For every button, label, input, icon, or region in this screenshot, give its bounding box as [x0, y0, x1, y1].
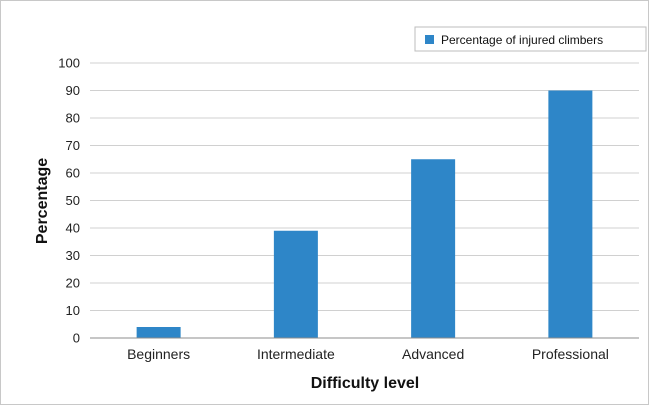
x-tick-label: Professional: [532, 346, 609, 362]
bar-advanced: [411, 159, 456, 338]
legend-swatch: [425, 35, 434, 44]
legend-label: Percentage of injured climbers: [441, 33, 603, 47]
x-tick-label: Beginners: [127, 346, 190, 362]
y-tick-label: 100: [58, 56, 80, 71]
y-tick-label: 60: [66, 166, 80, 181]
y-tick-label: 10: [66, 303, 80, 318]
x-axis-ticks: Beginners Intermediate Advanced Professiona…: [127, 346, 609, 362]
y-tick-label: 50: [66, 193, 80, 208]
y-axis-title: Percentage: [34, 158, 51, 244]
bar-intermediate: [273, 230, 318, 338]
legend: Percentage of injured climbers: [414, 26, 647, 52]
y-tick-label: 90: [66, 83, 80, 98]
y-tick-label: 80: [66, 111, 80, 126]
x-tick-label: Advanced: [402, 346, 464, 362]
legend-box: [414, 26, 647, 52]
y-tick-label: 30: [66, 248, 80, 263]
y-tick-label: 20: [66, 276, 80, 291]
x-axis-title: Difficulty level: [311, 375, 419, 392]
gridlines: [90, 62, 639, 311]
y-axis-ticks: 0 10 20 30 40 50 60 70 80 90 100: [58, 56, 80, 346]
y-tick-label: 70: [66, 138, 80, 153]
bar-professional: [548, 90, 593, 338]
bar-beginners: [136, 327, 181, 338]
bars: [136, 90, 593, 338]
y-tick-label: 40: [66, 221, 80, 236]
y-tick-label: 0: [73, 331, 80, 346]
x-tick-label: Intermediate: [257, 346, 335, 362]
